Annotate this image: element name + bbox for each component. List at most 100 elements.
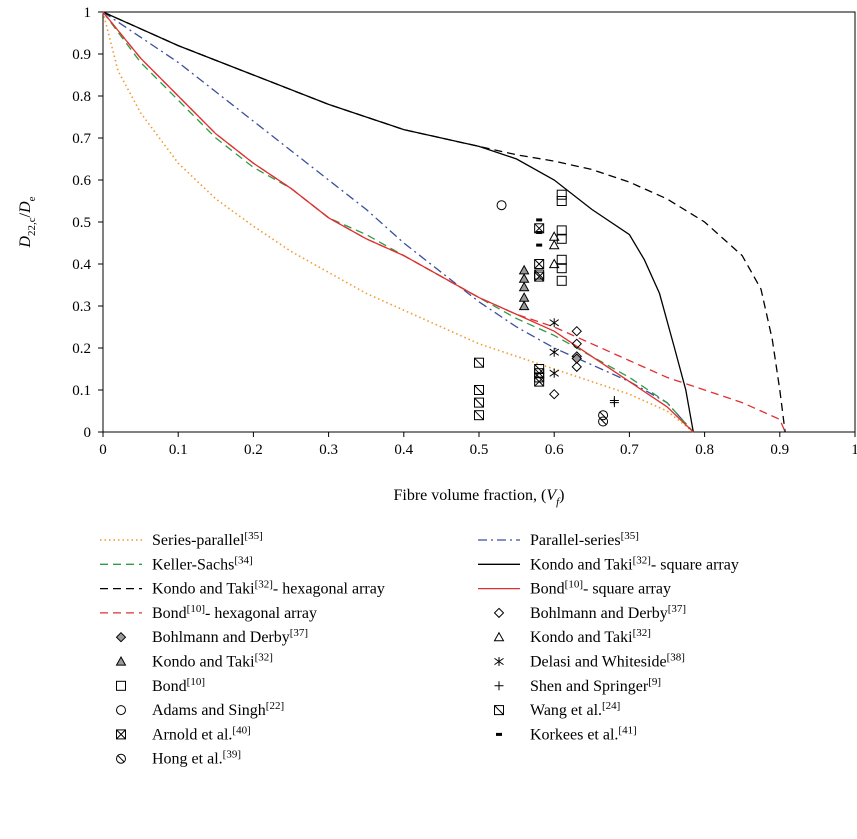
data-point-0 [571,338,582,350]
data-point-8 [474,385,484,395]
legend-label: Adams and Singh[22] [152,700,284,719]
legend-label: Hong et al.[39] [152,749,241,768]
x-tick-label: 0.7 [620,442,639,458]
data-point-8 [474,410,484,421]
plot-frame [102,11,856,433]
legend-item: Bond[10]- hexagonal array [100,603,317,622]
y-tick-label: 0.9 [72,47,91,63]
legend-marker [115,655,127,666]
data-point-3 [518,273,530,283]
x-tick-label: 0.9 [770,442,789,458]
legend-label: Bond[10] [152,676,205,695]
data-point-1 [571,353,582,364]
y-tick-label: 0.4 [72,257,91,273]
legend-item: Parallel-series[35] [478,530,639,549]
data-point-9 [534,259,545,269]
legend-label: Kondo and Taki[32]- square array [530,554,739,573]
legend-item: Series-parallel[35] [100,530,263,549]
y-tick-label: 0.3 [72,299,91,315]
series-line-5 [102,11,694,433]
data-point-4 [549,318,559,328]
data-point-10 [536,243,543,247]
data-point-0 [548,388,560,400]
legend-label: Bohlmann and Derby[37] [152,627,308,646]
series-line-1 [102,11,694,433]
data-point-5 [556,196,567,206]
legend-marker [494,657,504,666]
x-tick-label: 0.5 [470,442,489,458]
data-point-5 [556,275,567,286]
data-point-3 [518,264,530,275]
legend-label: Keller-Sachs[34] [152,554,253,573]
legend-label: Bond[10]- square array [530,579,671,598]
y-axis-title: D22,c/De [17,196,38,248]
y-tick-label: 0.6 [72,173,91,189]
data-point-3 [518,281,530,292]
data-point-5 [556,263,567,274]
data-point-5 [556,225,567,236]
y-tick-label: 0.8 [72,89,91,105]
data-point-3 [518,300,530,311]
y-tick-label: 0.2 [72,341,91,357]
legend-label: Shen and Springer[9] [530,676,661,695]
data-point-10 [536,218,543,222]
data-point-0 [571,325,582,337]
x-tick-label: 0.8 [695,442,714,458]
x-axis-title: Fibre volume fraction, (Vf) [393,487,564,508]
legend-item: Bohlmann and Derby[37] [115,627,308,646]
data-point-8 [474,397,484,408]
legend-marker [493,631,505,642]
x-tick-label: 0.4 [394,442,413,458]
legend-item: Wang et al.[24] [494,700,620,719]
legend-label: Bond[10]- hexagonal array [152,603,317,622]
legend-label: Bohlmann and Derby[37] [530,603,686,622]
data-point-2 [548,231,560,241]
y-tick-label: 1 [84,5,92,21]
legend-item: Kondo and Taki[32]- hexagonal array [100,579,385,598]
data-point-0 [571,361,582,373]
legend-item: Korkees et al.[41] [496,724,637,743]
data-point-10 [536,231,543,234]
legend-item: Bohlmann and Derby[37] [493,603,686,622]
data-point-5 [556,189,567,200]
data-point-9 [534,368,545,379]
legend-marker [116,705,126,716]
legend-item: Kondo and Taki[32]- square array [478,554,739,573]
data-point-4 [549,368,559,378]
data-point-2 [548,239,560,250]
data-point-9 [534,376,545,387]
legend-item: Arnold et al.[40] [116,724,251,743]
legend-marker [116,729,126,740]
y-tick-label: 0.7 [72,131,91,147]
legend-label: Kondo and Taki[32] [530,627,651,646]
legend-label: Kondo and Taki[32]- hexagonal array [152,579,385,598]
x-tick-label: 0 [99,442,107,458]
legend-item: Shen and Springer[9] [494,676,661,695]
x-tick-label: 0.1 [169,442,188,458]
legend-marker [496,732,502,736]
legend-marker [116,753,126,764]
legend-item: Bond[10] [116,676,205,695]
legend-marker [115,631,127,643]
legend-item: Kondo and Taki[32] [493,627,651,646]
data-point-8 [474,357,484,368]
legend-item: Keller-Sachs[34] [100,554,253,573]
series-line-2 [102,11,694,433]
series-line-6 [102,11,786,433]
legend-label: Kondo and Taki[32] [152,652,273,671]
legend-marker [494,681,504,691]
x-tick-label: 0.6 [545,442,564,458]
legend: Series-parallel[35] Parallel-series[35] Ke… [100,530,739,768]
data-point-3 [518,292,530,302]
data-point-5 [556,254,567,265]
series-line-4 [102,11,786,433]
x-tick-label: 0.3 [319,442,338,458]
data-point-2 [548,258,560,269]
data-point-6 [609,396,619,405]
legend-marker [494,705,504,716]
y-tick-label: 0.5 [72,215,91,231]
legend-item: Hong et al.[39] [116,749,241,768]
data-point-4 [549,347,559,357]
x-tick-label: 1 [851,442,857,458]
